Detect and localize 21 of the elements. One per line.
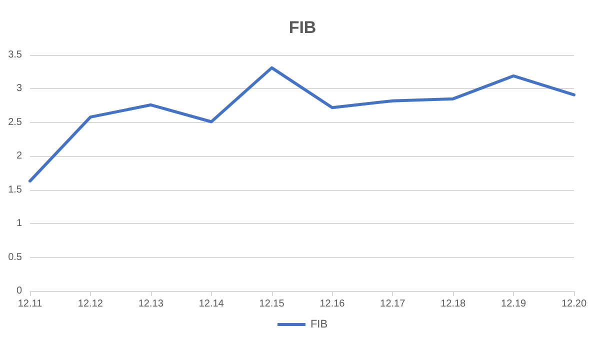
x-tick-label: 12.19	[501, 298, 527, 310]
y-tick-label: 3.5	[8, 50, 22, 60]
x-tick-label: 12.16	[320, 298, 346, 310]
y-tick-label: 1	[16, 218, 22, 230]
y-tick-label: 2	[16, 150, 22, 162]
line-series	[28, 66, 576, 183]
y-tick-label: 0.5	[8, 252, 22, 263]
y-tick-label: 0	[16, 286, 22, 296]
y-tick-label: 3	[16, 83, 22, 94]
x-tick-label: 12.11	[18, 298, 43, 310]
y-tick-label: 2.5	[8, 116, 22, 128]
x-tick-label: 12.14	[198, 298, 224, 310]
x-tick-label: 12.18	[440, 298, 466, 310]
x-tick-label: 12.15	[259, 298, 285, 310]
legend-label: FIB	[310, 318, 328, 330]
x-tick-label: 12.12	[78, 298, 104, 310]
x-tick-label: 12.17	[380, 298, 406, 310]
x-tick-label: 12.13	[138, 298, 164, 310]
chart-title: FIB	[288, 18, 316, 37]
x-tick-label: 12.20	[561, 298, 587, 310]
y-tick-label: 1.5	[8, 184, 22, 196]
